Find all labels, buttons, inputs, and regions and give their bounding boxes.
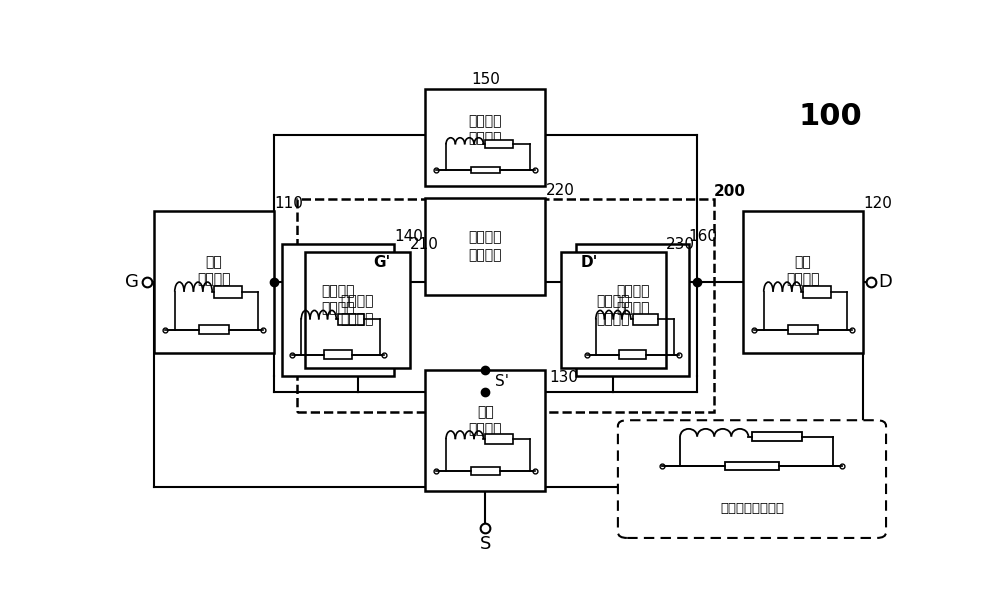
Text: 230: 230 <box>666 237 695 252</box>
Text: D: D <box>878 273 892 290</box>
Bar <box>471 167 500 174</box>
Text: 栅漏极间
本征单元: 栅漏极间 本征单元 <box>469 231 502 262</box>
Text: 130: 130 <box>549 370 578 386</box>
Bar <box>633 314 658 325</box>
Text: 阶梯电感电阻结构: 阶梯电感电阻结构 <box>720 502 784 515</box>
Text: D': D' <box>581 255 598 270</box>
Bar <box>154 211 274 352</box>
Text: 110: 110 <box>274 196 303 211</box>
Text: 160: 160 <box>689 229 718 244</box>
Text: 140: 140 <box>394 229 423 244</box>
Bar <box>425 370 545 491</box>
Bar <box>803 286 831 298</box>
Bar <box>485 141 513 149</box>
Text: 150: 150 <box>471 72 500 87</box>
Text: G: G <box>125 273 139 290</box>
Text: 栅漏极间
寄生单元: 栅漏极间 寄生单元 <box>469 114 502 146</box>
Bar <box>338 314 364 325</box>
Text: G': G' <box>373 255 390 270</box>
Text: 200: 200 <box>714 184 746 199</box>
Bar <box>752 432 802 441</box>
Bar <box>471 467 500 475</box>
Bar <box>214 286 242 298</box>
Bar <box>282 244 394 376</box>
Bar <box>743 211 863 352</box>
Bar <box>725 462 779 470</box>
Bar <box>788 325 818 335</box>
Bar <box>199 325 229 335</box>
Text: 漏源极间
寄生单元: 漏源极间 寄生单元 <box>616 284 649 315</box>
Text: 漏极
寄生单元: 漏极 寄生单元 <box>786 255 820 286</box>
Text: 210: 210 <box>410 237 439 252</box>
Text: 栅极
寄生单元: 栅极 寄生单元 <box>197 255 231 286</box>
Bar <box>561 252 666 368</box>
Text: 栅源极间
本征单元: 栅源极间 本征单元 <box>341 295 374 325</box>
Bar <box>619 350 646 359</box>
Bar <box>305 252 410 368</box>
Bar <box>425 89 545 186</box>
Bar <box>485 434 513 444</box>
Bar <box>324 350 352 359</box>
Text: 漏源极间
本征单元: 漏源极间 本征单元 <box>596 295 630 325</box>
Bar <box>576 244 689 376</box>
Text: 栅源极间
寄生单元: 栅源极间 寄生单元 <box>321 284 355 315</box>
Text: 100: 100 <box>798 102 862 131</box>
Bar <box>425 198 545 295</box>
Text: S: S <box>480 535 491 553</box>
Text: 220: 220 <box>545 183 574 198</box>
FancyBboxPatch shape <box>618 420 886 538</box>
Bar <box>297 199 714 412</box>
Text: S': S' <box>495 375 509 389</box>
Text: 源极
寄生单元: 源极 寄生单元 <box>469 405 502 437</box>
Text: 120: 120 <box>863 196 892 211</box>
